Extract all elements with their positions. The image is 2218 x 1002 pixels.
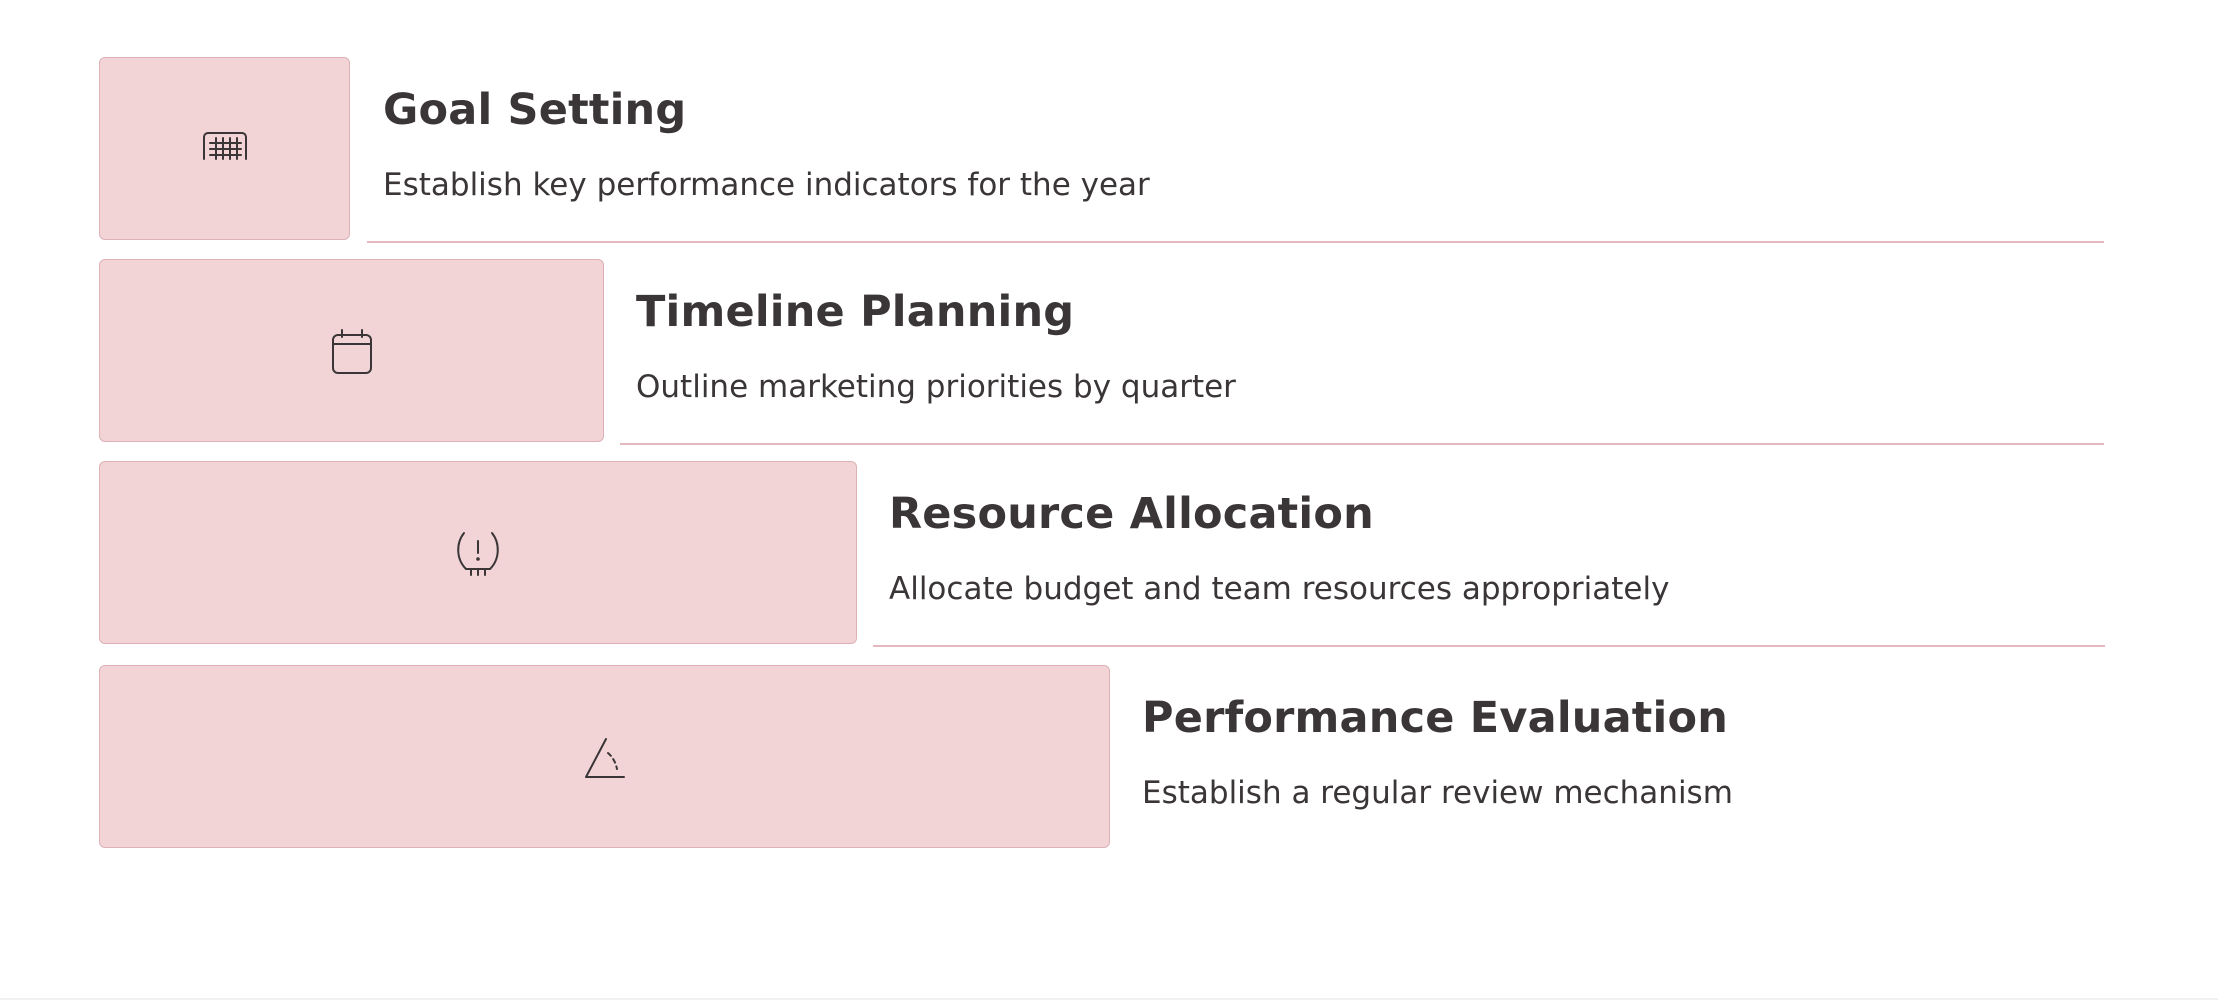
step-block xyxy=(99,461,857,644)
step-description: Establish a regular review mechanism xyxy=(1142,775,1733,811)
step-goal-setting: Goal Setting Establish key performance i… xyxy=(0,57,2218,243)
bottom-rule xyxy=(0,998,2218,1000)
step-divider xyxy=(620,443,2104,445)
angle-icon xyxy=(584,737,625,778)
step-performance-evaluation: Performance Evaluation Establish a regul… xyxy=(0,665,2218,851)
step-timeline-planning: Timeline Planning Outline marketing prio… xyxy=(0,259,2218,445)
step-resource-allocation: Resource Allocation Allocate budget and … xyxy=(0,461,2218,647)
step-description: Outline marketing priorities by quarter xyxy=(636,369,1236,405)
step-block xyxy=(99,665,1110,848)
step-description: Allocate budget and team resources appro… xyxy=(889,571,1670,607)
step-title: Goal Setting xyxy=(383,85,687,135)
step-block xyxy=(99,57,350,240)
alert-gauge-icon xyxy=(457,531,499,576)
calendar-icon xyxy=(331,328,372,374)
step-title: Performance Evaluation xyxy=(1142,693,1729,743)
step-divider xyxy=(367,241,2104,243)
step-divider xyxy=(873,645,2105,647)
step-description: Establish key performance indicators for… xyxy=(383,167,1150,203)
step-title: Timeline Planning xyxy=(636,287,1075,337)
grid-icon xyxy=(202,131,247,160)
step-title: Resource Allocation xyxy=(889,489,1374,539)
step-block xyxy=(99,259,604,442)
